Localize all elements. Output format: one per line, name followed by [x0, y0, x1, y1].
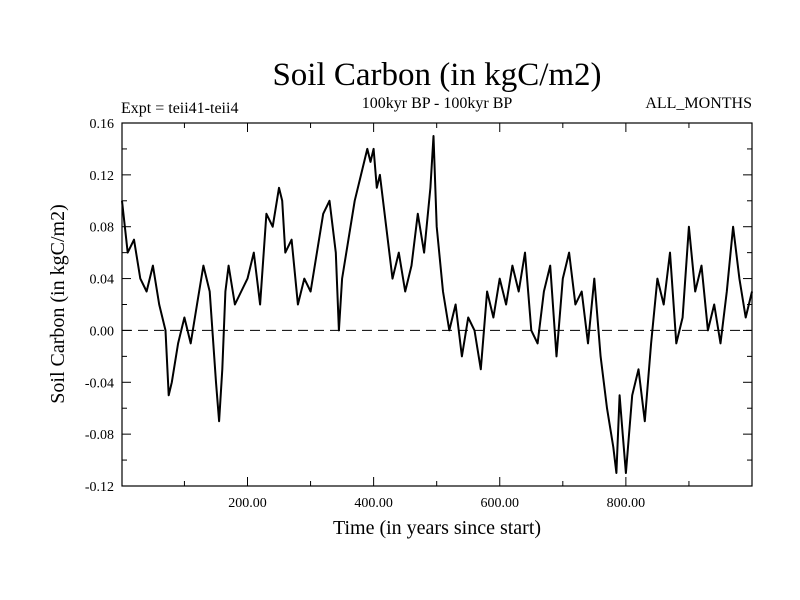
x-axis: 200.00 400.00 600.00 800.00 — [183, 123, 690, 511]
x-tick-label: 400.00 — [354, 496, 393, 511]
plot-frame — [121, 122, 753, 487]
x-tick-label: 200.00 — [228, 496, 267, 511]
x-tick-label: 800.00 — [607, 496, 646, 511]
y-axis-label: Soil Carbon (in kgC/m2) — [47, 204, 69, 403]
experiment-label: Expt = teii41-teii4 — [121, 100, 238, 117]
y-tick-label: -0.04 — [85, 376, 114, 391]
x-tick-label: 600.00 — [480, 496, 519, 511]
x-axis-label: Time (in years since start) — [333, 517, 541, 539]
y-tick-label: -0.12 — [85, 480, 114, 495]
y-tick-label: 0.04 — [90, 273, 115, 288]
y-tick-label: -0.08 — [85, 428, 114, 443]
months-label: ALL_MONTHS — [645, 95, 752, 112]
soil-carbon-series-line — [121, 135, 753, 474]
y-tick-label: 0.00 — [90, 324, 115, 339]
period-label: 100kyr BP - 100kyr BP — [362, 95, 513, 112]
y-tick-label: 0.16 — [90, 117, 115, 132]
chart-title: Soil Carbon (in kgC/m2) — [272, 57, 601, 93]
y-tick-label: 0.08 — [90, 221, 115, 236]
y-tick-label: 0.12 — [90, 169, 115, 184]
y-axis: 0.16 0.12 0.08 0.04 0.00 -0.04 -0.08 -0.12 — [85, 117, 752, 495]
